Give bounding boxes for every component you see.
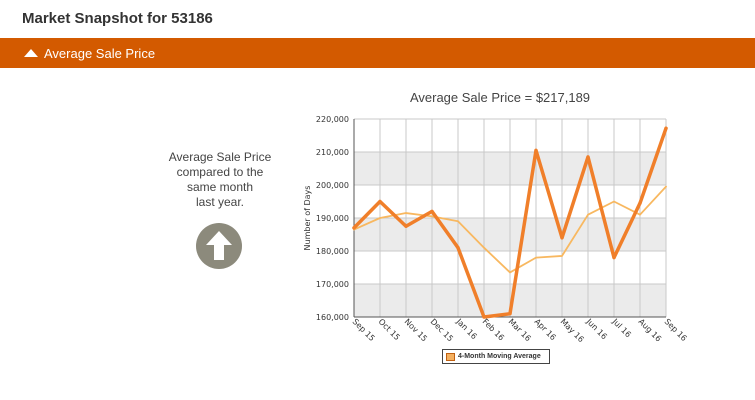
moving-average-data-point: [665, 185, 667, 188]
y-tick-label: 160,000: [316, 313, 349, 322]
chart-legend: 4-Month Moving Average: [442, 349, 550, 364]
price-data-point: [430, 209, 434, 213]
page-title: Market Snapshot for 53186: [22, 10, 213, 27]
line-chart: 160,000 170,000 180,000 190,000 200,000 210,0…: [303, 115, 689, 344]
price-data-point: [378, 199, 382, 204]
trend-indicator: [196, 223, 242, 269]
moving-average-data-point: [509, 271, 511, 274]
x-tick-label: Oct 15: [377, 317, 402, 342]
x-tick-label: May 16: [559, 317, 586, 344]
moving-average-data-point: [405, 212, 407, 214]
moving-average-data-point: [483, 246, 485, 249]
x-tick-label: Jun 16: [584, 316, 609, 341]
x-tick-label: Sep 16: [663, 317, 689, 343]
x-tick-label: Jul 16: [610, 316, 633, 339]
x-tick-label: Aug 16: [637, 317, 663, 343]
x-tick-label: Dec 15: [429, 317, 455, 343]
price-data-point: [482, 315, 486, 319]
x-tick-label: Jan 16: [454, 316, 479, 341]
section-label: Average Sale Price: [44, 45, 156, 61]
moving-average-data-point: [431, 215, 433, 218]
moving-average-data-point: [613, 200, 615, 203]
y-tick-label: 170,000: [316, 280, 349, 289]
price-data-point: [560, 236, 564, 240]
chart-title: Average Sale Price = $217,189: [409, 90, 591, 105]
section-header-average-sale-price[interactable]: Average Sale Price: [0, 38, 755, 68]
x-tick-label: Apr 16: [533, 317, 558, 342]
legend-swatch: [446, 352, 455, 361]
y-tick-label: 190,000: [316, 214, 349, 223]
price-data-point: [638, 201, 642, 205]
x-tick-label: Nov 15: [403, 317, 429, 343]
x-tick-label: Feb 16: [481, 317, 506, 342]
price-data-point: [612, 256, 616, 260]
y-tick-label: 200,000: [316, 181, 349, 190]
triangle-up-icon[interactable]: [24, 49, 38, 57]
y-axis-label: Number of Days: [303, 186, 312, 251]
moving-average-data-point: [561, 255, 563, 257]
moving-average-data-point: [379, 217, 381, 219]
price-data-point: [352, 226, 356, 230]
y-tick-label: 180,000: [316, 247, 349, 256]
moving-average-data-point: [639, 213, 641, 216]
moving-average-data-point: [457, 220, 459, 223]
price-data-point: [456, 246, 460, 250]
y-tick-label: 220,000: [316, 115, 349, 124]
x-tick-label: Sep 15: [351, 317, 377, 343]
price-data-point: [404, 224, 408, 228]
x-tick-label: Mar 16: [507, 317, 533, 343]
price-data-point: [534, 148, 538, 152]
moving-average-data-point: [587, 213, 589, 216]
price-data-point: [508, 312, 512, 316]
legend-label: 4-Month Moving Average: [458, 353, 541, 360]
comparison-text: Average Sale Price compared to the same …: [168, 150, 272, 209]
arrow-up-icon: [206, 231, 232, 260]
y-tick-label: 210,000: [316, 148, 349, 157]
price-data-point: [586, 155, 590, 159]
price-data-point: [664, 126, 668, 130]
moving-average-data-point: [535, 256, 537, 259]
